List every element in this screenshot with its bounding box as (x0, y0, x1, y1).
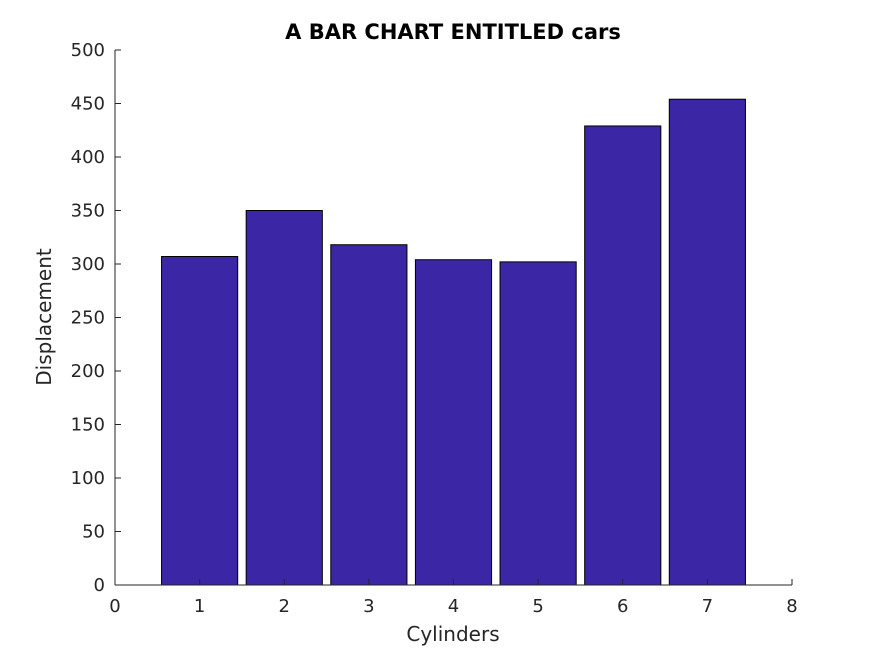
y-tick-label: 350 (71, 201, 105, 222)
y-tick-label: 400 (71, 147, 105, 168)
x-tick-label: 6 (617, 596, 628, 617)
x-ticks-group: 0 1 2 3 4 5 6 7 8 (109, 579, 798, 617)
chart-title: A BAR CHART ENTITLED cars (285, 20, 621, 44)
y-tick-label: 100 (71, 468, 105, 489)
x-tick-label: 4 (448, 596, 459, 617)
y-tick-label: 450 (71, 94, 105, 115)
y-tick-label: 300 (71, 254, 105, 275)
y-tick-label: 500 (71, 40, 105, 61)
bars-group (161, 98, 746, 586)
x-tick-label: 8 (786, 596, 797, 617)
y-ticks-group: 0 50 100 150 200 250 300 350 400 450 500 (71, 40, 121, 596)
y-tick-label: 150 (71, 415, 105, 436)
bar-cylinders-5 (499, 261, 577, 586)
y-tick-label: 250 (71, 308, 105, 329)
x-tick-label: 5 (532, 596, 543, 617)
bar-cylinders-2 (245, 210, 323, 586)
x-tick-label: 1 (194, 596, 205, 617)
bar-cylinders-1 (161, 256, 239, 586)
x-tick-label: 2 (279, 596, 290, 617)
bar-cylinders-6 (584, 125, 662, 586)
y-axis-label: Displacement (32, 248, 56, 386)
x-axis-label: Cylinders (406, 622, 499, 646)
x-tick-label: 7 (702, 596, 713, 617)
y-tick-label: 0 (94, 575, 105, 596)
y-tick-label: 50 (82, 522, 105, 543)
y-tick-label: 200 (71, 361, 105, 382)
x-tick-label: 0 (109, 596, 120, 617)
bar-cylinders-7 (668, 98, 746, 586)
bar-cylinders-4 (414, 259, 493, 586)
bar-cylinders-3 (330, 244, 408, 586)
x-tick-label: 3 (363, 596, 374, 617)
